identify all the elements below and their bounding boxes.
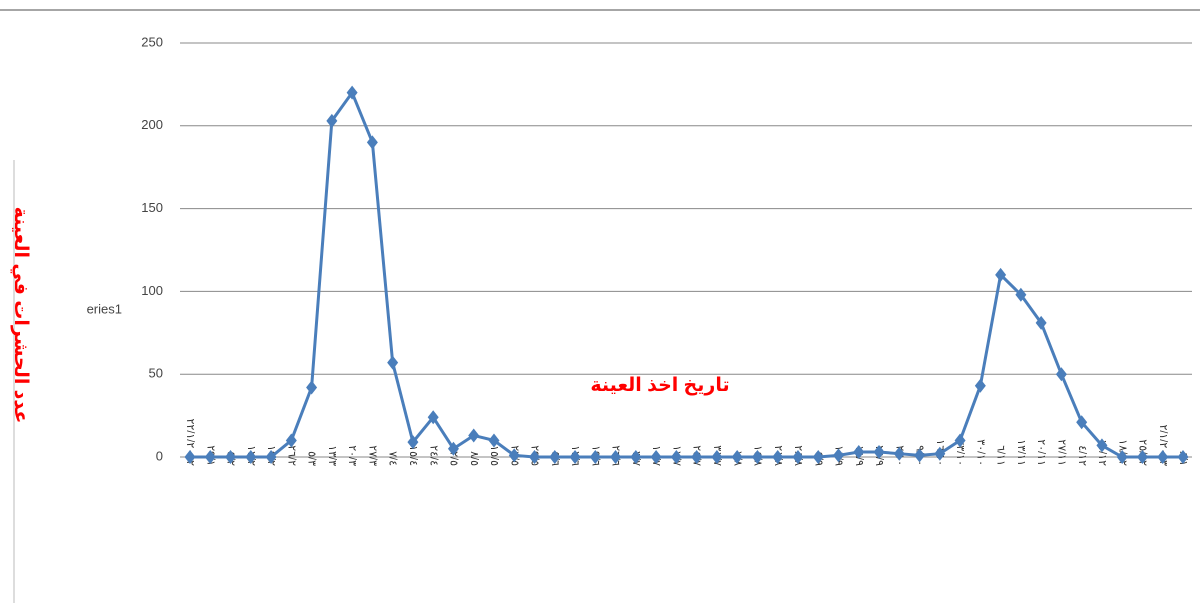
x-tick-label: ٢٣/١٠ [954, 439, 966, 466]
marker [630, 450, 642, 464]
x-tick-label: ٦/١١ [995, 445, 1007, 466]
y-tick-label: 250 [141, 34, 163, 49]
marker [1055, 367, 1067, 382]
marker [995, 267, 1007, 282]
marker [812, 450, 824, 464]
marker [407, 435, 419, 450]
x-tick-label: ٧/٤ [387, 451, 399, 466]
y-tick-label: 150 [141, 200, 163, 215]
x-tick-label: ١٥/٥ [488, 445, 500, 466]
marker [285, 433, 297, 448]
marker [427, 410, 439, 425]
marker [245, 450, 257, 464]
y-axis-title: عدد الحشرات في العينة [10, 207, 31, 424]
x-tick-label: ١٥/٤ [407, 445, 419, 466]
marker [610, 450, 622, 464]
y-tick-label: 100 [141, 283, 163, 298]
series-line [190, 89, 1183, 459]
marker [204, 450, 216, 464]
y-tick-label: 200 [141, 117, 163, 132]
legend-label: eries1 [87, 301, 122, 316]
x-tick-label: ٢٧/١١ [1056, 439, 1068, 466]
marker [832, 448, 844, 463]
x-tick-label: ٢٦/٢ [285, 445, 297, 466]
x-tick-label: ٥/٣ [306, 451, 318, 466]
marker [893, 446, 905, 461]
marker [1177, 450, 1189, 464]
marker [1015, 287, 1027, 302]
marker [346, 85, 358, 100]
marker [914, 448, 926, 463]
marker [1035, 315, 1047, 330]
marker [670, 450, 682, 464]
marker [184, 450, 196, 464]
x-tick-label: ٢٧/٣ [366, 445, 378, 466]
marker [934, 446, 946, 461]
marker [265, 450, 277, 464]
marker [853, 445, 865, 460]
y-tick-label: 0 [156, 448, 163, 463]
x-tick-label: ٨/٥ [468, 451, 480, 466]
marker [954, 433, 966, 448]
x-axis-title: تاريخ اخذ العينة [590, 375, 729, 396]
marker [508, 448, 520, 463]
marker [792, 450, 804, 464]
marker [1116, 450, 1128, 464]
marker [1136, 450, 1148, 464]
marker [549, 450, 561, 464]
marker [974, 378, 986, 393]
marker [488, 433, 500, 448]
marker [366, 135, 378, 150]
x-tick-label: ٢٠/٣ [346, 445, 358, 466]
x-tick-label: ٢/٥ [448, 451, 460, 466]
marker [569, 450, 581, 464]
marker [1096, 438, 1108, 453]
marker [225, 450, 237, 464]
marker [711, 450, 723, 464]
marker [589, 450, 601, 464]
y-tick-label: 50 [149, 366, 163, 381]
marker [447, 441, 459, 456]
marker [873, 445, 885, 460]
x-tick-label: ١٣/٣ [326, 445, 338, 466]
marker [772, 450, 784, 464]
x-tick-label: ٢٤/٤ [427, 445, 439, 466]
marker [650, 450, 662, 464]
marker [691, 450, 703, 464]
marker [306, 380, 318, 395]
x-tick-label: ٤/١٢ [1076, 445, 1088, 466]
marker [468, 428, 480, 443]
x-tick-label: ٢٠/١١ [1035, 439, 1047, 466]
marker [387, 355, 399, 370]
marker [1076, 415, 1088, 430]
marker [731, 450, 743, 464]
marker [751, 450, 763, 464]
x-tick-label: ١٣/١١ [1015, 439, 1027, 466]
marker [326, 113, 338, 128]
marker [1157, 450, 1169, 464]
x-tick-label: ٣٠/١٠ [974, 439, 986, 466]
marker [529, 450, 541, 464]
